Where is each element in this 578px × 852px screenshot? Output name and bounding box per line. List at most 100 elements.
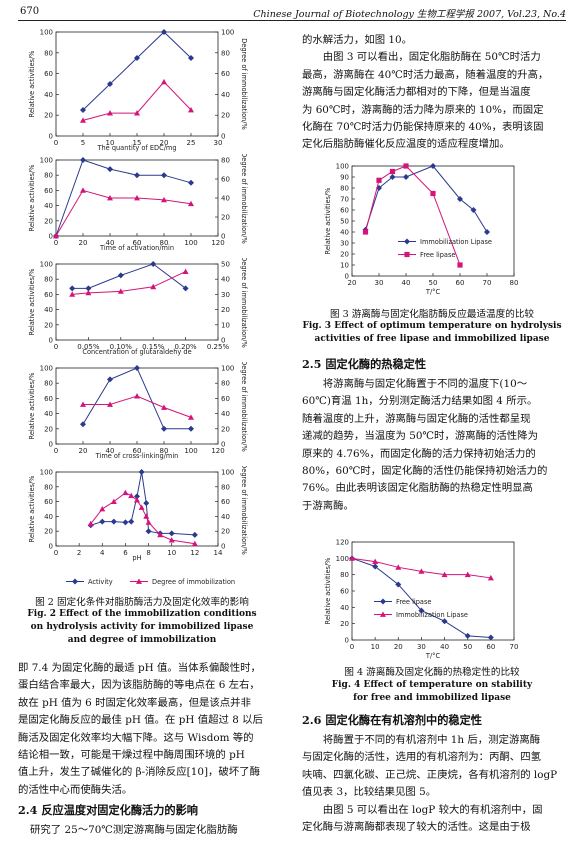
y-right-tick-label: 40 [221,513,230,521]
text-line: 由图 5 可以看出在 logP 较大的有机溶剂中，固 [322,803,543,816]
x-tick-label: 20 [79,239,88,247]
legend-label: Free lipase [420,251,455,259]
y-tick-label: 120 [336,539,349,547]
y-right-tick-label: 0 [221,233,225,241]
data-point [107,401,113,407]
x-tick-label: 60 [456,279,465,287]
y-tick-label: 10 [340,262,349,270]
y-tick-label: 0 [49,543,53,551]
y-right-axis-label: Degree of immobilization/% [240,362,248,452]
x-tick-label: 10 [167,549,176,557]
legend-marker [404,251,410,258]
x-tick-label: 20 [160,139,169,147]
fig2e-chart: 0 2 4 6 8 10 12 14020406080100020406080100pHRel… [28,466,248,586]
y-tick-label: 80 [44,380,53,388]
x-tick-label: 4 [100,549,105,557]
y-right-axis-label: Degree of immobilization/% [240,466,248,555]
data-point [110,498,117,504]
y-right-tick-label: 100 [221,29,234,37]
data-point [143,500,150,507]
text-line: 的活性中心而使酶失活。 [18,783,133,796]
y-tick-label: 70 [340,196,349,204]
series-line [55,159,192,237]
data-point [53,233,59,239]
x-tick-label: 30 [214,139,223,147]
data-point [457,262,463,268]
data-point [134,365,140,371]
fig2d-chart: 0 20 40 60 80 100 120020406080100020406080100T… [28,362,248,460]
data-point [80,117,86,123]
y-right-tick-label: 30 [221,291,230,299]
y-tick-label: 20 [340,251,349,259]
x-tick-label: 0 [54,549,58,557]
text-line: 80%，60℃时，固定化酶的活性仍能保持初始活力的 [302,465,548,478]
data-point [138,469,145,475]
y-axis-label: Relative activities/% [28,476,36,543]
right-paragraph-3: 将酶置于不同的有机溶剂中 1h 后，测定游离酶 与固定化酶的活性，选用的有机溶剂… [302,732,566,836]
data-point [188,425,194,432]
legend-marker [380,611,386,617]
section-heading-2-6: 2.6 固定化酶在有机溶剂中的稳定性 [302,713,482,727]
y-tick-label: 30 [340,240,349,248]
x-axis-label: Time of activation/min [99,244,174,252]
x-tick-label: 2 [77,549,81,557]
data-point [87,520,94,527]
data-point [107,81,113,87]
y-tick-label: 60 [44,498,53,506]
data-point [188,414,194,420]
x-tick-label: 20 [79,447,88,455]
fig4-caption-en-2: for free and immobilized lipase [353,693,511,703]
x-tick-label: 100 [184,239,197,247]
legend-marker [380,598,386,605]
data-point [134,172,140,179]
data-point [161,196,167,203]
text-line: 递减的趋势，当温度为 50℃时，游离酶的活性降为 [302,430,538,443]
y-tick-label: 40 [340,604,349,612]
series-line [90,471,195,536]
y-tick-label: 60 [340,207,349,215]
y-tick-label: 0 [345,637,349,645]
y-tick-label: 40 [44,91,53,99]
data-point [182,285,189,292]
x-tick-label: 120 [211,239,224,247]
data-point [117,272,124,279]
data-point [107,195,113,201]
text-line: 原来的 4.76%，而固定化酶的活力保持初始活力的 [302,447,536,460]
x-tick-label: 10 [106,139,115,147]
fig2-caption-en-3: and degree of immobilization [67,635,217,645]
legend-marker [136,578,142,584]
y-tick-label: 100 [40,469,53,477]
data-point [85,285,92,292]
y-right-axis-label: Degree of immobilization/% [240,154,248,244]
x-tick-label: 12 [190,549,199,557]
series-line [365,165,488,233]
legend-label: Immobilization Lipase [420,238,492,246]
x-tick-label: 8 [146,549,150,557]
x-tick-label: 40 [440,643,449,651]
y-tick-label: 50 [340,218,349,226]
data-point [80,187,86,193]
data-point [80,157,86,163]
y-tick-label: 40 [44,306,53,314]
y-right-tick-label: 40 [221,276,230,284]
data-point [188,107,194,113]
data-point [191,531,198,538]
data-point [430,163,436,169]
data-point [161,78,167,85]
data-point [349,555,355,561]
data-point [145,528,152,535]
y-right-tick-label: 40 [221,410,230,418]
plot-frame [351,165,515,277]
data-point [161,425,167,432]
x-tick-label: 40 [106,447,115,455]
y-tick-label: 80 [340,571,349,579]
y-axis-label: Relative activities/% [324,188,332,255]
text-line: 于游离酶。 [302,499,354,512]
data-point [69,285,76,292]
data-point [80,107,86,113]
text-line: 将酶置于不同的有机溶剂中 1h 后，测定游离酶 [322,734,541,746]
data-point [487,634,494,641]
y-right-tick-label: 60 [221,176,230,184]
text-line: 酶活及固定化效率均大幅下降。这与 Wisdom 等的 [18,731,254,744]
y-axis-label: Relative activities/% [28,165,36,232]
